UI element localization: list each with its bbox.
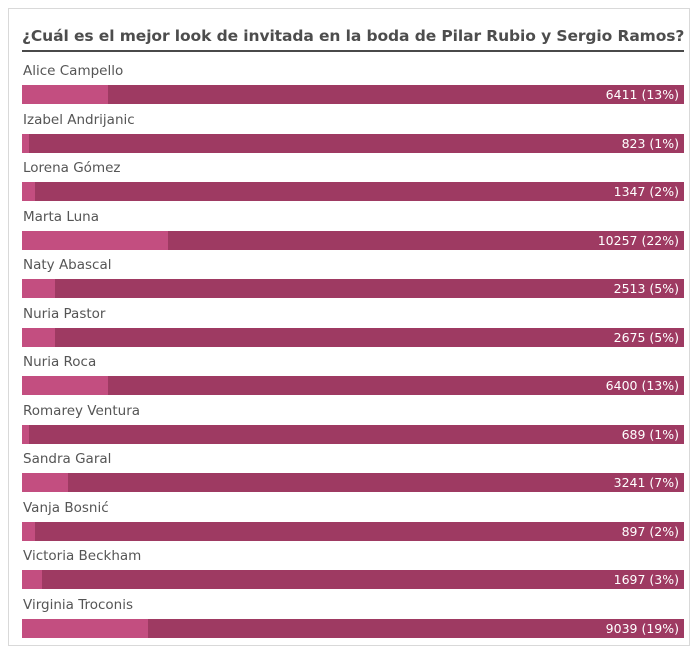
option-result-text: 10257 (22%) [597, 232, 679, 248]
option-result-text: 689 (1%) [621, 426, 679, 442]
poll-option: Romarey Ventura 689 (1%) [22, 399, 684, 448]
option-label: Nuria Roca [23, 354, 97, 370]
option-result-text: 2675 (5%) [613, 329, 679, 345]
option-percent-fill [22, 424, 29, 444]
option-result-text: 6411 (13%) [605, 87, 679, 102]
option-label: Victoria Beckham [23, 548, 142, 564]
poll-option: Marta Luna 10257 (22%) [22, 205, 684, 254]
option-percent-fill [22, 279, 56, 298]
option-result-bar[interactable]: 9039 (19%) [22, 618, 684, 638]
poll-option: Nuria Pastor 2675 (5%) [22, 302, 684, 351]
option-label: Lorena Gómez [23, 160, 121, 176]
option-result-text: 1697 (3%) [613, 572, 679, 587]
title-divider [22, 50, 684, 52]
poll-option: Sandra Garal 3241 (7%) [22, 447, 684, 496]
option-percent-fill [22, 182, 36, 201]
option-result-text: 823 (1%) [621, 135, 679, 151]
poll-option: Vanja Bosnić 897 (2%) [22, 496, 684, 545]
option-percent-fill [22, 521, 36, 541]
option-result-bar[interactable]: 823 (1%) [22, 133, 684, 153]
option-label: Alice Campello [23, 63, 124, 79]
option-label: Sandra Garal [23, 451, 112, 467]
poll-option: Naty Abascal 2513 (5%) [22, 253, 684, 302]
option-label: Nuria Pastor [23, 305, 106, 322]
option-result-bar[interactable]: 897 (2%) [22, 521, 684, 541]
poll-option: Nuria Roca 6400 (13%) [22, 350, 684, 399]
option-result-text: 897 (2%) [621, 523, 679, 539]
option-label: Marta Luna [23, 208, 99, 225]
option-result-bar[interactable]: 2675 (5%) [22, 327, 684, 347]
option-result-text: 1347 (2%) [613, 184, 679, 199]
option-result-text: 6400 (13%) [605, 378, 679, 393]
option-label: Naty Abascal [23, 257, 112, 273]
poll-option: Lorena Gómez 1347 (2%) [22, 156, 684, 205]
option-result-text: 2513 (5%) [613, 281, 679, 296]
poll-options-list: Alice Campello 6411 (13%) Izabel Andrija… [22, 59, 684, 641]
option-percent-fill [22, 618, 148, 638]
option-label: Virginia Troconis [23, 596, 133, 613]
option-percent-fill [22, 85, 109, 104]
option-result-bar[interactable]: 2513 (5%) [22, 279, 684, 298]
option-percent-fill [22, 570, 42, 589]
poll-option: Izabel Andrijanic 823 (1%) [22, 108, 684, 157]
poll-option: Alice Campello 6411 (13%) [22, 59, 684, 108]
poll-option: Victoria Beckham 1697 (3%) [22, 544, 684, 593]
option-result-bar[interactable]: 1347 (2%) [22, 182, 684, 201]
option-result-bar[interactable]: 6400 (13%) [22, 376, 684, 395]
option-result-bar[interactable]: 689 (1%) [22, 424, 684, 444]
option-result-bar[interactable]: 3241 (7%) [22, 473, 684, 492]
option-percent-fill [22, 376, 109, 395]
option-result-text: 3241 (7%) [613, 475, 679, 490]
option-result-bar[interactable]: 1697 (3%) [22, 570, 684, 589]
option-result-text: 9039 (19%) [605, 620, 679, 636]
option-percent-fill [22, 327, 56, 347]
option-percent-fill [22, 473, 69, 492]
poll-question: ¿Cuál es el mejor look de invitada en la… [22, 27, 685, 45]
poll-option: Virginia Troconis 9039 (19%) [22, 593, 684, 642]
option-label: Izabel Andrijanic [23, 111, 135, 128]
option-result-bar[interactable]: 10257 (22%) [22, 230, 684, 250]
option-result-bar[interactable]: 6411 (13%) [22, 85, 684, 104]
option-label: Vanja Bosnić [23, 499, 109, 516]
option-label: Romarey Ventura [23, 402, 141, 419]
option-percent-fill [22, 133, 29, 153]
poll-widget: ¿Cuál es el mejor look de invitada en la… [8, 8, 690, 646]
option-percent-fill [22, 230, 168, 250]
